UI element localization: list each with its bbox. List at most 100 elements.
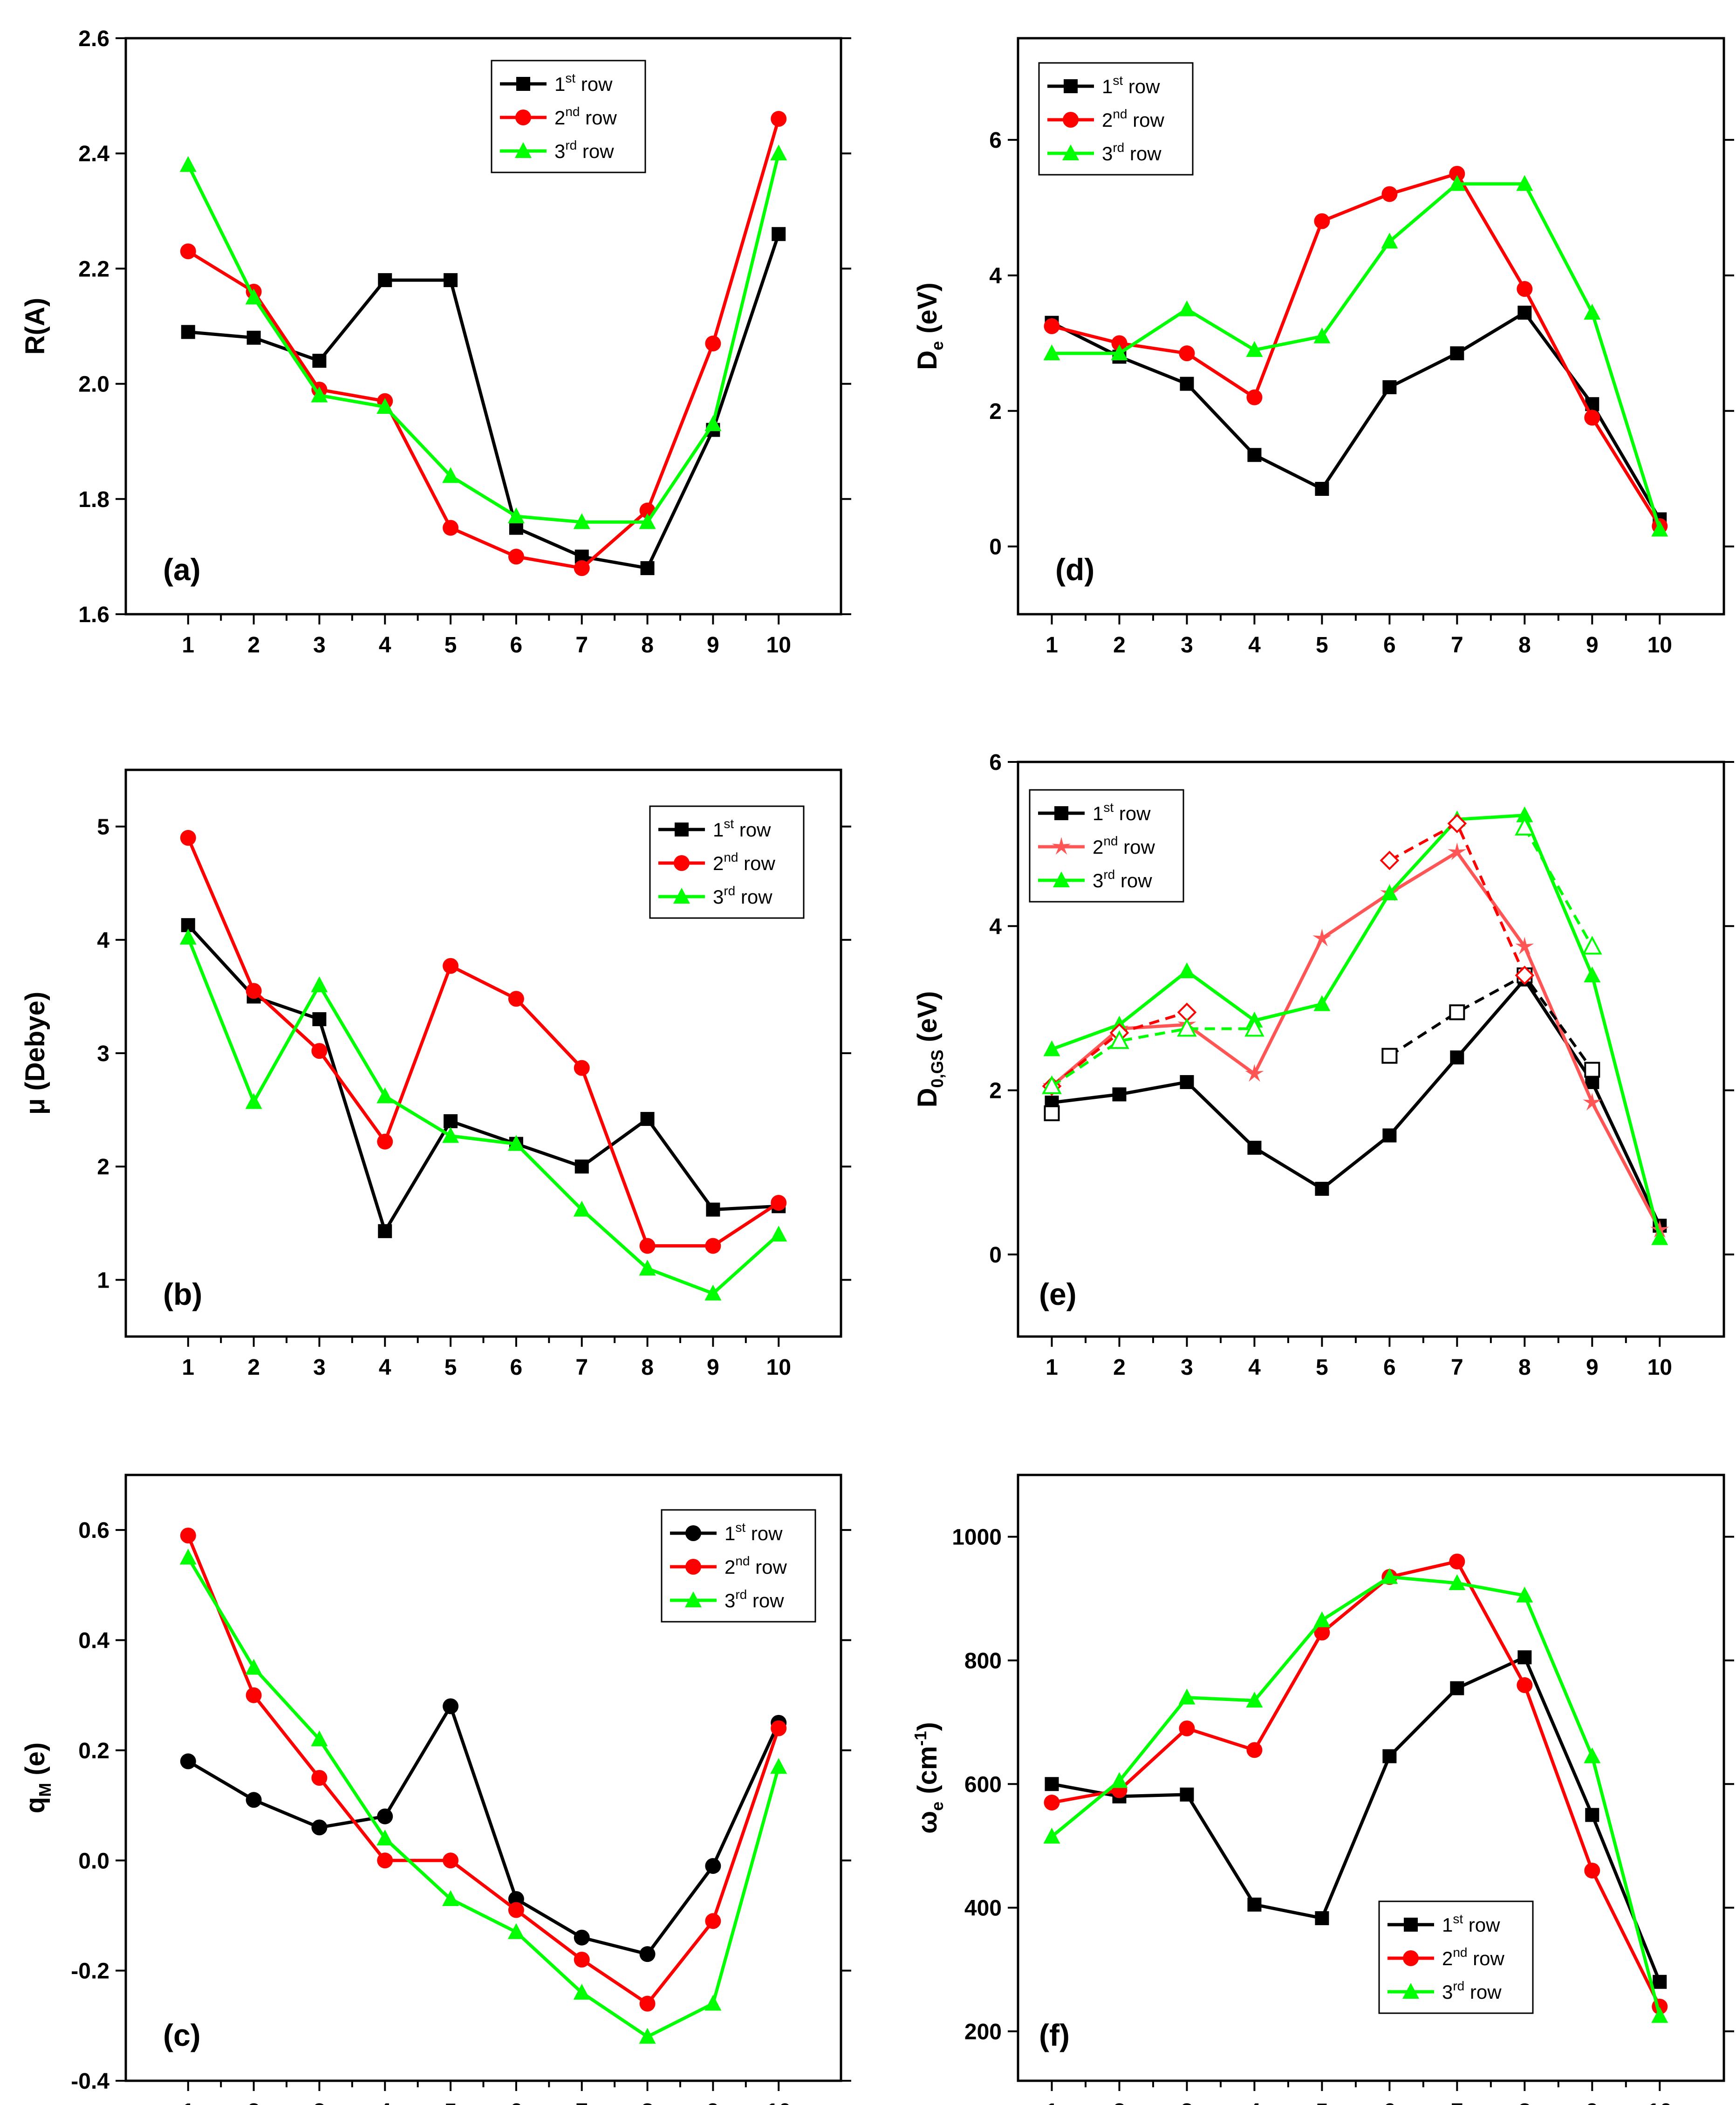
x-tick-label: 9 <box>1586 633 1599 658</box>
x-tick-label: 1 <box>182 2099 194 2105</box>
legend-marker <box>685 1525 701 1541</box>
data-point <box>1313 995 1331 1011</box>
data-point <box>1517 1650 1532 1665</box>
y-axis-label: De (eV) <box>912 282 947 370</box>
x-tick-label: 4 <box>379 1355 391 1380</box>
series-line <box>1051 1027 1255 1088</box>
data-point <box>442 1127 459 1143</box>
data-point <box>311 1730 328 1747</box>
y-axis-label: D0,GS (eV) <box>912 991 947 1108</box>
x-tick-label: 3 <box>1181 2099 1193 2105</box>
series-line <box>1051 1575 1661 2016</box>
data-point <box>1246 1692 1263 1708</box>
panel-label: (e) <box>1039 1277 1077 1311</box>
x-tick-label: 7 <box>575 1355 588 1380</box>
series-2nd-row <box>1044 1553 1668 2015</box>
series-2nd-row <box>180 1528 787 2012</box>
y-axis-label-main: R(A) <box>20 298 50 355</box>
y-tick-label: 1 <box>97 1268 109 1293</box>
y-tick-label: 5 <box>97 815 109 840</box>
y-axis-label-unit: (eV) <box>912 991 943 1050</box>
legend-entry: 3rd row <box>1093 867 1152 891</box>
series-2nd-row <box>1044 165 1668 534</box>
y-tick-label: 0.6 <box>78 1518 109 1543</box>
y-tick-label: 2.6 <box>78 27 109 51</box>
data-point <box>1450 1681 1464 1695</box>
data-point <box>180 243 196 260</box>
data-point <box>1653 1975 1667 1989</box>
data-point <box>1584 303 1601 320</box>
data-point <box>1449 1004 1465 1021</box>
series-line <box>1051 1655 1661 1983</box>
data-point <box>311 1770 328 1786</box>
series-1st-row <box>181 918 786 1238</box>
data-point <box>1111 344 1128 361</box>
data-point <box>1177 1018 1197 1037</box>
legend-marker <box>1403 1950 1419 1966</box>
data-point <box>1246 1742 1263 1758</box>
data-point <box>705 336 721 352</box>
data-point <box>1450 1050 1464 1065</box>
data-point <box>1315 481 1329 496</box>
data-point <box>376 398 394 414</box>
y-tick-label: 4 <box>989 264 1002 288</box>
y-tick-label: 1.8 <box>78 487 109 512</box>
data-point <box>1180 1075 1194 1089</box>
data-point <box>1111 1772 1128 1788</box>
y-axis-label-main: q <box>20 1797 50 1813</box>
data-point <box>1448 842 1467 860</box>
y-tick-label: 2 <box>989 1079 1002 1104</box>
legend-marker <box>673 888 690 904</box>
y-tick-label: 3 <box>97 1042 109 1066</box>
x-tick-label: 4 <box>379 2099 391 2105</box>
x-tick-label: 1 <box>1046 1355 1058 1380</box>
legend-marker <box>516 77 530 91</box>
data-point <box>1582 936 1602 955</box>
data-point <box>508 1891 524 1907</box>
legend-marker <box>674 855 690 871</box>
y-axis-label-main: D <box>912 1088 943 1107</box>
data-point <box>1314 1625 1330 1641</box>
data-point <box>1315 1911 1329 1926</box>
data-point <box>444 273 458 288</box>
y-axis-label: R(A) <box>20 298 50 355</box>
data-point <box>1111 335 1128 351</box>
y-axis-label: μ (Debye) <box>20 992 50 1115</box>
data-point <box>1447 814 1467 833</box>
x-tick-label: 10 <box>766 1355 791 1380</box>
data-point <box>574 1060 590 1076</box>
x-tick-label: 1 <box>182 633 194 658</box>
data-point <box>507 1135 525 1151</box>
data-point <box>179 1549 197 1565</box>
data-point <box>1381 186 1398 202</box>
series-line <box>1052 978 1661 1227</box>
data-point <box>639 1238 656 1254</box>
data-point <box>1179 345 1195 362</box>
y-tick-label: 2 <box>97 1155 109 1179</box>
data-point <box>1178 300 1196 316</box>
data-point <box>1313 327 1331 343</box>
data-point <box>1650 1220 1669 1238</box>
legend: 1st row 2nd row 3rd row <box>491 60 646 173</box>
legend-entry: 2nd row <box>1442 1945 1505 1969</box>
x-tick-label: 4 <box>1248 1355 1261 1380</box>
data-point <box>378 1224 392 1238</box>
data-point <box>1449 1553 1465 1570</box>
panel-c: 1 2 3 4 5 6 7 8 9 10 -0.4 -0.2 0.0 0.2 0.4 0.6 qM (e) 1st… <box>20 1474 851 2105</box>
legend-entry: 3rd row <box>713 884 772 908</box>
data-point <box>1516 806 1533 823</box>
data-point <box>245 288 262 305</box>
x-tick-label: 4 <box>1248 2099 1261 2105</box>
panel-f: 1 2 3 4 5 6 7 8 9 10 200 400 600 800 1000 ωe (cm-1) 1st … <box>911 1474 1734 2105</box>
legend-entry: 2nd row <box>1093 834 1155 858</box>
x-tick-label: 5 <box>1316 1355 1328 1380</box>
y-tick-label: 0.0 <box>78 1849 109 1873</box>
panel-label: (f) <box>1039 2018 1070 2052</box>
x-tick-label: 5 <box>1316 633 1328 658</box>
series-line <box>1523 827 1593 947</box>
data-point <box>1584 966 1601 982</box>
data-point <box>1449 1574 1466 1591</box>
data-point <box>1045 1777 1059 1791</box>
data-point <box>508 1902 524 1918</box>
data-point <box>574 1159 589 1174</box>
